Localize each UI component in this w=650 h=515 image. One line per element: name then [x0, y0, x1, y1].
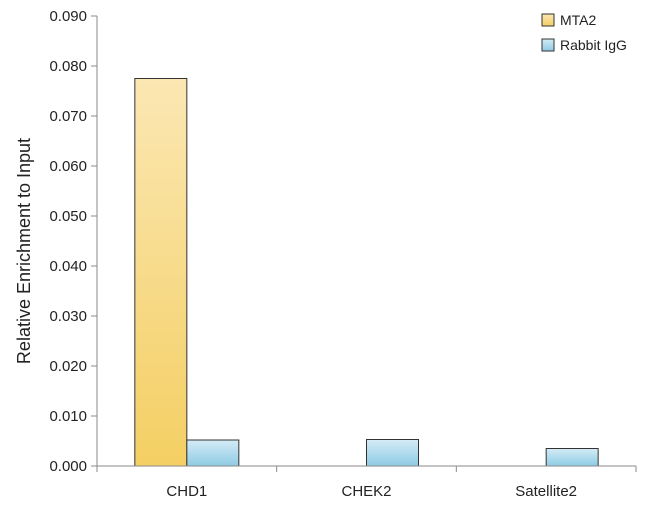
bars-layer — [134, 78, 599, 467]
bar-rabbit-igg-chd1 — [186, 439, 240, 467]
x-categories: CHD1 CHEK2 Satellite2 — [96, 466, 637, 500]
x-category-label: Satellite2 — [515, 483, 577, 500]
bar-mta2-chd1 — [134, 78, 188, 467]
y-ticks: 0.000 0.010 0.020 0.030 0.040 0.050 0.060 0.070… — [49, 8, 97, 475]
axes-layer — [96, 16, 636, 467]
y-tick-label: 0.030 — [49, 308, 87, 325]
y-tick-label: 0.020 — [49, 358, 87, 375]
legend-swatch — [541, 38, 555, 52]
bar-rabbit-igg-satellite2 — [545, 448, 599, 467]
y-tick-label: 0.010 — [49, 408, 87, 425]
x-category-label: CHD1 — [166, 483, 207, 500]
legend-swatch — [541, 13, 555, 27]
bar-rabbit-igg-chek2 — [366, 439, 419, 467]
y-tick-label: 0.050 — [49, 208, 87, 225]
legend: MTA2 Rabbit IgG — [541, 12, 627, 53]
y-axis-title: Relative Enrichment to Input — [14, 138, 34, 364]
y-tick-label: 0.090 — [49, 8, 87, 25]
x-category-label: CHEK2 — [341, 483, 391, 500]
y-tick-label: 0.060 — [49, 158, 87, 175]
legend-label: Rabbit IgG — [560, 37, 627, 53]
y-tick-label: 0.040 — [49, 258, 87, 275]
y-tick-label: 0.000 — [49, 458, 87, 475]
y-tick-label: 0.070 — [49, 108, 87, 125]
y-tick-label: 0.080 — [49, 58, 87, 75]
legend-label: MTA2 — [560, 12, 597, 28]
